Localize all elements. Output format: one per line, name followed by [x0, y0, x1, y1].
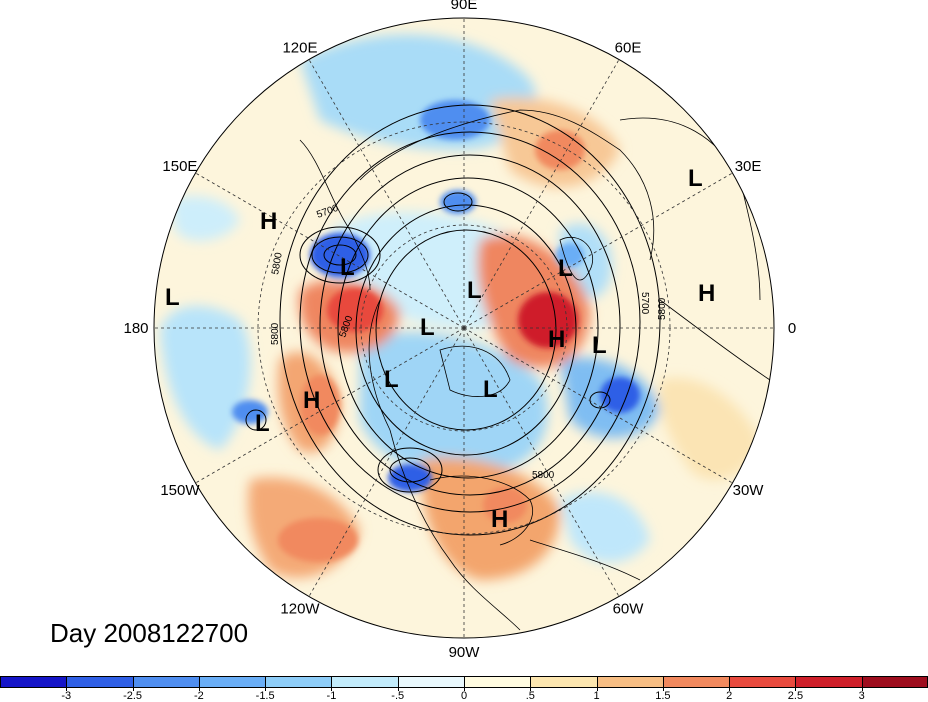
colorbar-swatch [662, 676, 730, 688]
pressure-center-label: L [467, 277, 482, 304]
colorbar-tick-label: -1.5 [255, 690, 275, 702]
colorbar-tick-label: 2.5 [787, 690, 804, 702]
longitude-label: 180 [123, 320, 148, 337]
colorbar-swatch [66, 676, 133, 688]
colorbar-swatch [464, 676, 531, 688]
longitude-label: 0 [788, 320, 796, 337]
pressure-center-label: L [384, 366, 399, 393]
meridian-line [308, 59, 465, 329]
longitude-label: 90E [451, 0, 478, 13]
longitude-label: 60W [613, 601, 645, 618]
colorbar-tick [729, 688, 731, 691]
colorbar-tick [530, 688, 532, 691]
colorbar-tick-label: 1 [593, 690, 600, 702]
colorbar-tick [66, 688, 68, 691]
colorbar-tick-label: -.5 [391, 690, 405, 702]
colorbar-swatch [861, 676, 928, 688]
colorbar-tick-label: -3 [61, 690, 72, 702]
graticule [154, 18, 774, 638]
meridian-line [195, 172, 465, 329]
colorbar-tick-label: .5 [525, 690, 535, 702]
colorbar-tick [795, 688, 797, 691]
meridian-line [463, 327, 733, 484]
pressure-center-label: L [165, 284, 180, 311]
longitude-label: 60E [615, 39, 642, 56]
colorbar-tick [198, 688, 200, 691]
colorbar-tick [397, 688, 399, 691]
longitude-label: 120W [280, 601, 320, 618]
colorbar-tick [464, 688, 465, 691]
colorbar: -3 -2.5 -2 -1.5 -1 -.5 0 .5 1 1.5 2 2.5 3 [0, 676, 928, 702]
contour-label: 5700 [639, 292, 650, 315]
pressure-center-label: H [491, 506, 508, 533]
colorbar-tick [331, 688, 333, 691]
pressure-center-label: L [592, 332, 607, 359]
colorbar-tick-label: -2.5 [123, 690, 143, 702]
colorbar-swatch [265, 676, 332, 688]
longitude-labels: 90E 60E 30E 0 30W 60W 90W 120W 150W 180 150E 120E [123, 0, 796, 661]
pressure-center-label: L [340, 254, 355, 281]
contour-label: 5800 [532, 470, 555, 481]
colorbar-swatch [397, 676, 464, 688]
map-boundary [153, 17, 775, 639]
contour-label: 5800 [270, 322, 281, 345]
colorbar-swatch [795, 676, 862, 688]
colorbar-tick-label: 2 [726, 690, 733, 702]
polar-stereographic-map: 90E 60E 30E 0 30W 60W 90W 120W 150W 180 150E 120E 5… [123, 0, 796, 661]
colorbar-tick-label: -2 [193, 690, 204, 702]
colorbar-swatch [729, 676, 796, 688]
colorbar-tick [265, 688, 267, 691]
contour-label: 5800 [657, 297, 668, 320]
pressure-center-label: H [303, 387, 320, 414]
meridian-line [463, 327, 620, 597]
colorbar-swatch [132, 676, 199, 688]
colorbar-tick-label: 3 [858, 690, 865, 702]
colorbar-tick [662, 688, 664, 691]
longitude-label: 150W [160, 482, 200, 499]
pressure-center-label: H [698, 280, 715, 307]
longitude-label: 120E [282, 39, 317, 56]
colorbar-swatch [0, 676, 67, 688]
colorbar-swatch [198, 676, 266, 688]
colorbar-tick [132, 688, 134, 691]
colorbar-tick-label: 0 [460, 690, 468, 702]
colorbar-tick-label: 1.5 [655, 690, 671, 702]
meridian-line [308, 327, 465, 597]
pressure-center-label: L [255, 410, 270, 437]
pressure-center-label: L [420, 314, 435, 341]
pressure-center-label: L [688, 165, 703, 192]
contour-label: 5800 [270, 251, 285, 275]
colorbar-swatch [596, 676, 663, 688]
meridian-line [463, 172, 733, 329]
colorbar-tick [861, 688, 863, 691]
colorbar-swatch [530, 676, 597, 688]
longitude-label: 30E [735, 158, 762, 175]
contour-value-labels: 5700 5800 5800 5800 5700 5800 5800 [270, 203, 668, 481]
longitude-label: 30W [733, 482, 765, 499]
map-title: Day 2008122700 [50, 618, 249, 648]
colorbar-swatch [331, 676, 398, 688]
pressure-center-labels: H L L L L L L L H H L H L L H [165, 165, 715, 533]
colorbar-tick [596, 688, 598, 691]
pressure-center-label: H [548, 326, 565, 353]
pressure-center-label: L [483, 376, 498, 403]
pressure-center-label: H [260, 208, 277, 235]
longitude-label: 90W [449, 644, 481, 661]
longitude-label: 150E [162, 158, 197, 175]
meridian-line [463, 59, 620, 329]
pressure-center-label: L [558, 255, 573, 282]
meridian-line [195, 327, 465, 484]
colorbar-tick-label: -1 [326, 690, 337, 702]
